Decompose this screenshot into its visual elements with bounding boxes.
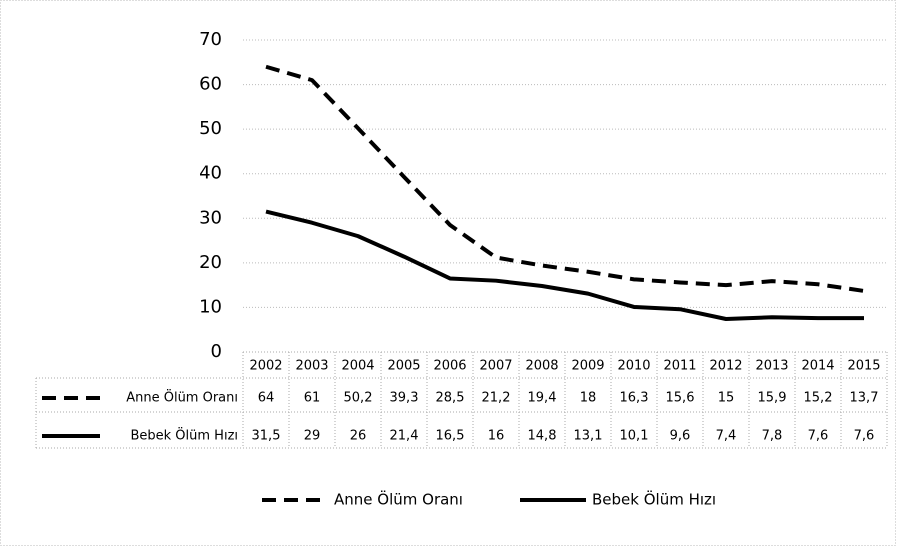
data-label: 31,5: [252, 429, 281, 444]
data-label: 13,7: [850, 391, 879, 406]
y-tick-label: 30: [199, 207, 222, 228]
data-label: 9,6: [670, 429, 691, 444]
y-tick-label: 0: [211, 341, 222, 362]
data-label: 7,6: [854, 429, 875, 444]
data-label: 7,8: [762, 429, 783, 444]
data-label: 26: [350, 429, 367, 444]
series-line: [265, 64, 865, 293]
y-tick-label: 40: [199, 163, 222, 184]
data-label: 13,1: [574, 429, 603, 444]
data-label: 19,4: [528, 391, 557, 406]
data-label: 10,1: [620, 429, 649, 444]
x-tick-label: 2015: [847, 359, 880, 374]
x-tick-label: 2012: [709, 359, 742, 374]
data-label: 21,4: [390, 429, 419, 444]
data-label: 29: [304, 429, 321, 444]
data-label: 16,3: [620, 391, 649, 406]
data-label: 15,9: [758, 391, 787, 406]
x-tick-label: 2006: [433, 359, 466, 374]
y-tick-label: 60: [199, 74, 222, 95]
x-tick-label: 2007: [479, 359, 512, 374]
data-label: 50,2: [344, 391, 373, 406]
data-label: 16,5: [436, 429, 465, 444]
y-tick-label: 10: [199, 296, 222, 317]
data-label: 21,2: [482, 391, 511, 406]
x-tick-label: 2004: [341, 359, 374, 374]
x-tick-label: 2013: [755, 359, 788, 374]
y-tick-label: 50: [199, 118, 222, 139]
data-label: 39,3: [390, 391, 419, 406]
y-tick-label: 20: [199, 252, 222, 273]
legend-label: Bebek Ölüm Hızı: [592, 490, 716, 509]
data-label: 14,8: [528, 429, 557, 444]
x-tick-label: 2005: [387, 359, 420, 374]
data-label: 18: [580, 391, 597, 406]
table-row-label: Bebek Ölüm Hızı: [130, 427, 238, 444]
data-label: 7,6: [808, 429, 829, 444]
x-tick-label: 2003: [295, 359, 328, 374]
data-label: 28,5: [436, 391, 465, 406]
x-tick-label: 2014: [801, 359, 834, 374]
x-tick-label: 2010: [617, 359, 650, 374]
x-tick-label: 2009: [571, 359, 604, 374]
series-line: [265, 209, 864, 322]
data-label: 7,4: [716, 429, 737, 444]
table-row-label: Anne Ölüm Oranı: [126, 389, 238, 406]
data-label: 15: [718, 391, 735, 406]
legend-label: Anne Ölüm Oranı: [334, 490, 463, 509]
data-label: 15,2: [804, 391, 833, 406]
x-tick-label: 2011: [663, 359, 696, 374]
data-label: 64: [258, 391, 275, 406]
x-tick-label: 2008: [525, 359, 558, 374]
data-label: 16: [488, 429, 505, 444]
data-label: 61: [304, 391, 321, 406]
x-tick-label: 2002: [249, 359, 282, 374]
y-tick-label: 70: [199, 29, 222, 50]
data-label: 15,6: [666, 391, 695, 406]
